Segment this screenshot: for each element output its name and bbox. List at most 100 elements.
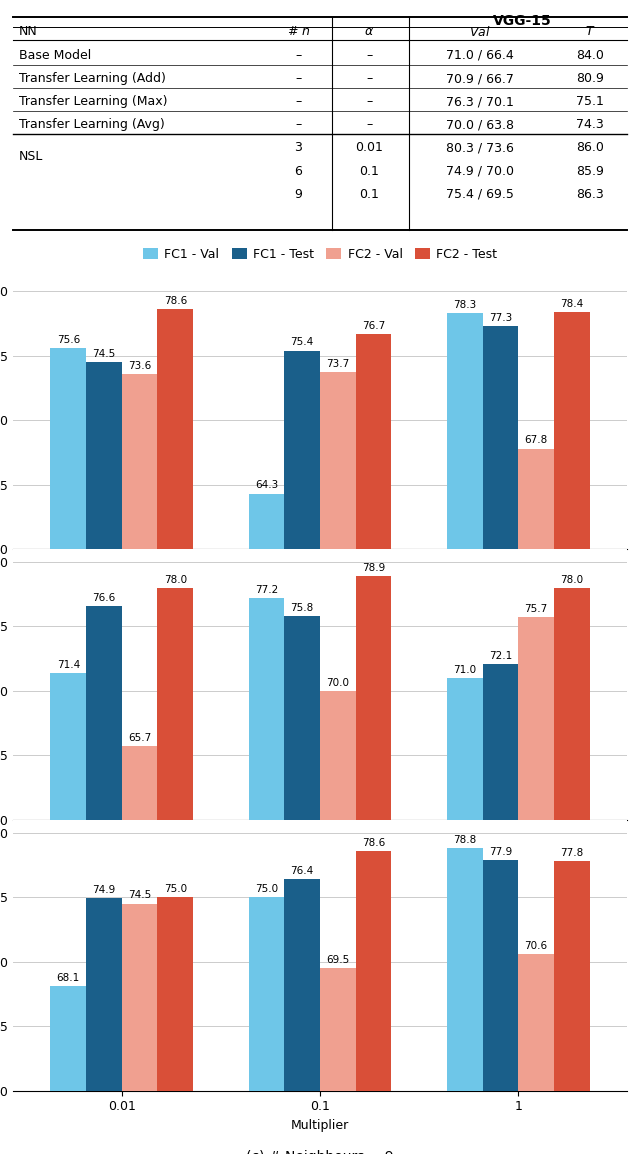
Text: 77.2: 77.2 [255, 585, 278, 594]
Text: 69.5: 69.5 [326, 954, 349, 965]
Text: 76.4: 76.4 [291, 866, 314, 876]
Text: Transfer Learning (Add): Transfer Learning (Add) [19, 72, 166, 85]
Text: –: – [366, 119, 372, 132]
Text: –: – [296, 119, 301, 132]
Bar [122, 374, 157, 549]
Text: 70.6: 70.6 [524, 941, 548, 951]
Text: 86.3: 86.3 [577, 188, 604, 201]
Text: 71.0: 71.0 [453, 665, 476, 675]
Text: –: – [366, 48, 372, 62]
Text: 77.3: 77.3 [489, 313, 512, 323]
Text: 75.0: 75.0 [164, 884, 187, 894]
Bar [122, 904, 157, 1091]
X-axis label: Multiplier: Multiplier [291, 848, 349, 861]
Text: $Val$: $Val$ [469, 24, 490, 38]
Text: 84.0: 84.0 [577, 48, 604, 62]
Text: 76.7: 76.7 [362, 321, 385, 330]
Text: 78.3: 78.3 [453, 300, 476, 310]
Bar [51, 673, 86, 819]
Bar [518, 449, 554, 549]
Text: –: – [296, 48, 301, 62]
Text: Transfer Learning (Avg): Transfer Learning (Avg) [19, 119, 164, 132]
Bar [483, 860, 518, 1091]
Bar [483, 664, 518, 819]
Bar [356, 576, 391, 819]
Bar [122, 747, 157, 819]
Bar [483, 327, 518, 549]
Text: 74.3: 74.3 [577, 119, 604, 132]
Text: 75.1: 75.1 [577, 95, 604, 108]
Text: 72.1: 72.1 [489, 651, 512, 660]
Text: 70.0: 70.0 [326, 677, 349, 688]
Text: –: – [296, 95, 301, 108]
Bar [518, 954, 554, 1091]
Bar [157, 309, 193, 549]
Text: 75.7: 75.7 [524, 605, 548, 614]
Bar [86, 362, 122, 549]
Text: 0.1: 0.1 [359, 165, 379, 178]
Text: 78.0: 78.0 [164, 575, 187, 585]
Text: 75.6: 75.6 [57, 335, 80, 345]
Text: –: – [366, 72, 372, 85]
Bar [86, 606, 122, 819]
Bar [320, 968, 356, 1091]
Text: 76.6: 76.6 [92, 593, 116, 602]
Text: $\alpha$: $\alpha$ [364, 25, 374, 38]
Bar [447, 848, 483, 1091]
Text: 80.3 / 73.6: 80.3 / 73.6 [446, 142, 514, 155]
Text: (a) # Neighbours = 3: (a) # Neighbours = 3 [246, 608, 394, 623]
Text: –: – [366, 95, 372, 108]
Text: 64.3: 64.3 [255, 480, 278, 490]
X-axis label: Multiplier: Multiplier [291, 577, 349, 591]
Text: 68.1: 68.1 [57, 973, 80, 983]
Bar [356, 334, 391, 549]
Text: 74.5: 74.5 [128, 891, 151, 900]
Text: (b) # Neighbours = 6: (b) # Neighbours = 6 [246, 879, 394, 893]
Text: –: – [296, 72, 301, 85]
Text: 78.9: 78.9 [362, 563, 385, 572]
Bar [554, 587, 589, 819]
Bar [356, 850, 391, 1091]
Text: 80.9: 80.9 [577, 72, 604, 85]
Text: 0.01: 0.01 [355, 142, 383, 155]
Text: # $n$: # $n$ [287, 25, 310, 38]
Bar [51, 349, 86, 549]
Text: 75.4 / 69.5: 75.4 / 69.5 [446, 188, 514, 201]
Bar [447, 313, 483, 549]
Bar [320, 373, 356, 549]
Text: 71.4: 71.4 [57, 660, 80, 669]
Text: 78.0: 78.0 [560, 575, 583, 585]
Legend: FC1 - Val, FC1 - Test, FC2 - Val, FC2 - Test: FC1 - Val, FC1 - Test, FC2 - Val, FC2 - … [138, 242, 502, 265]
Bar [554, 312, 589, 549]
Text: 85.9: 85.9 [577, 165, 604, 178]
Text: 76.3 / 70.1: 76.3 / 70.1 [446, 95, 514, 108]
Text: 77.8: 77.8 [560, 848, 583, 857]
Text: 6: 6 [294, 165, 303, 178]
Bar [157, 587, 193, 819]
Text: 3: 3 [294, 142, 303, 155]
Text: Transfer Learning (Max): Transfer Learning (Max) [19, 95, 168, 108]
Text: 70.0 / 63.8: 70.0 / 63.8 [445, 119, 514, 132]
Text: 0.1: 0.1 [359, 188, 379, 201]
Text: NSL: NSL [19, 150, 44, 163]
Text: 75.4: 75.4 [291, 337, 314, 347]
Bar [320, 691, 356, 819]
Text: 71.0 / 66.4: 71.0 / 66.4 [446, 48, 514, 62]
Text: 74.9: 74.9 [92, 885, 116, 896]
Text: $T$: $T$ [585, 25, 596, 38]
Bar [51, 987, 86, 1091]
Bar [518, 617, 554, 819]
Text: 70.9 / 66.7: 70.9 / 66.7 [446, 72, 514, 85]
Text: 78.8: 78.8 [453, 835, 476, 845]
Bar [157, 897, 193, 1091]
Text: 73.7: 73.7 [326, 359, 349, 369]
Bar [249, 494, 284, 549]
Bar [249, 598, 284, 819]
Text: 9: 9 [294, 188, 303, 201]
Text: 75.0: 75.0 [255, 884, 278, 894]
Text: 74.9 / 70.0: 74.9 / 70.0 [445, 165, 514, 178]
Bar [86, 899, 122, 1091]
Text: 78.6: 78.6 [164, 297, 187, 306]
Text: 65.7: 65.7 [128, 733, 151, 743]
Text: 86.0: 86.0 [577, 142, 604, 155]
